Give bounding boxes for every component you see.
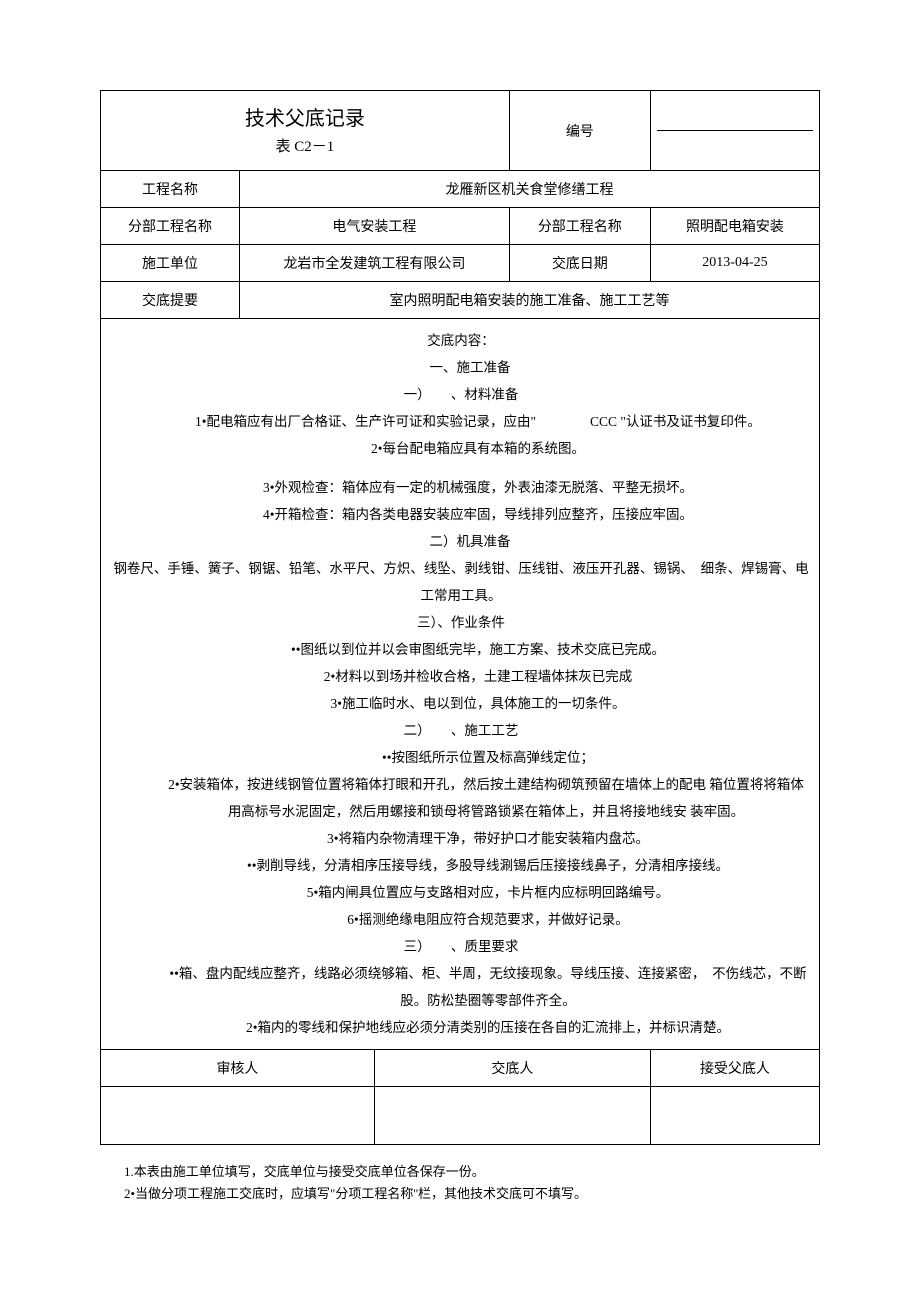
content-line: 5•箱内闸具位置应与支路相对应，卡片框内应标明回路编号。: [107, 879, 813, 906]
reviewer-label: 审核人: [101, 1050, 375, 1087]
footnotes: 1.本表由施工单位填写，交底单位与接受交底单位各保存一份。 2•当做分项工程施工…: [100, 1161, 820, 1205]
content-line: ••按图纸所示位置及标高弹线定位；: [107, 744, 813, 771]
content-line: 3•将箱内杂物清理干净，带好护口才能安装箱内盘芯。: [107, 825, 813, 852]
footnote-1: 1.本表由施工单位填写，交底单位与接受交底单位各保存一份。: [124, 1161, 820, 1183]
content-line: 三） 、质里要求: [107, 933, 813, 960]
date-label: 交底日期: [509, 245, 650, 282]
division-value: 电气安装工程: [240, 208, 510, 245]
receiver-blank: [650, 1087, 819, 1145]
content-line: ••箱、盘内配线应整齐，线路必须绕够箱、柜、半周，无纹接现象。导线压接、连接紧密…: [107, 960, 813, 1014]
document-table: 技术父底记录 编号 表 C2－1 工程名称 龙雁新区机关食堂修缮工程 分部工程名…: [100, 90, 820, 1145]
number-value-cell: [650, 91, 819, 171]
content-line: 3•外观检查：箱体应有一定的机械强度，外表油漆无脱落、平整无损坏。: [107, 474, 813, 501]
receiver-label: 接受父底人: [650, 1050, 819, 1087]
date-value: 2013-04-25: [650, 245, 819, 282]
presenter-blank: [374, 1087, 650, 1145]
content-line: 一、施工准备: [107, 354, 813, 381]
content-body: 交底内容： 一、施工准备 一） 、材料准备 1•配电箱应有出厂合格证、生产许可证…: [101, 319, 820, 1050]
content-line: 二） 、施工工艺: [107, 717, 813, 744]
presenter-label: 交底人: [374, 1050, 650, 1087]
content-line: 2•材料以到场并检收合格，土建工程墙体抹灰已完成: [107, 663, 813, 690]
content-line: 交底内容：: [107, 327, 813, 354]
subdivision-label: 分部工程名称: [509, 208, 650, 245]
signature-header-row: 审核人 交底人 接受父底人: [101, 1050, 820, 1087]
content-line: ••图纸以到位并以会审图纸完毕，施工方案、技术交底已完成。: [107, 636, 813, 663]
summary-row: 交底提要 室内照明配电箱安装的施工准备、施工工艺等: [101, 282, 820, 319]
summary-value: 室内照明配电箱安装的施工准备、施工工艺等: [240, 282, 820, 319]
table-code: 表 C2－1: [107, 135, 503, 162]
content-line: 钢卷尺、手锤、簧子、钢锯、铅笔、水平尺、方炽、线坠、剥线钳、压线钳、液压开孔器、…: [107, 555, 813, 609]
content-line: 6•摇测绝缘电阻应符合规范要求，并做好记录。: [107, 906, 813, 933]
footnote-2: 2•当做分项工程施工交底时，应填写"分项工程名称''栏，其他技术交底可不填写。: [124, 1183, 820, 1205]
content-line: 2•安装箱体，按进线钢管位置将箱体打眼和开孔，然后按土建结构砌筑预留在墙体上的配…: [107, 771, 813, 825]
content-line: ••剥削导线，分清相序压接导线，多股导线涮锡后压接接线鼻子，分清相序接线。: [107, 852, 813, 879]
contractor-row: 施工单位 龙岩市全发建筑工程有限公司 交底日期 2013-04-25: [101, 245, 820, 282]
content-line: 2•每台配电箱应具有本箱的系统图。: [107, 435, 813, 462]
project-name-label: 工程名称: [101, 171, 240, 208]
content-row: 交底内容： 一、施工准备 一） 、材料准备 1•配电箱应有出厂合格证、生产许可证…: [101, 319, 820, 1050]
contractor-label: 施工单位: [101, 245, 240, 282]
contractor-value: 龙岩市全发建筑工程有限公司: [240, 245, 510, 282]
content-line: 3•施工临时水、电以到位，具体施工的一切条件。: [107, 690, 813, 717]
signature-blank-row: [101, 1087, 820, 1145]
content-line: 二）机具准备: [107, 528, 813, 555]
project-name-row: 工程名称 龙雁新区机关食堂修缮工程: [101, 171, 820, 208]
subdivision-value: 照明配电箱安装: [650, 208, 819, 245]
content-line: 一） 、材料准备: [107, 381, 813, 408]
project-name-value: 龙雁新区机关食堂修缮工程: [240, 171, 820, 208]
content-line: 2•箱内的零线和保护地线应必须分清类别的压接在各自的汇流排上，并标识清楚。: [107, 1014, 813, 1041]
division-row: 分部工程名称 电气安装工程 分部工程名称 照明配电箱安装: [101, 208, 820, 245]
title-row: 技术父底记录 编号: [101, 91, 820, 136]
number-label: 编号: [509, 91, 650, 171]
content-line: 4•开箱检查：箱内各类电器安装应牢固，导线排列应整齐，压接应牢固。: [107, 501, 813, 528]
division-label: 分部工程名称: [101, 208, 240, 245]
content-line: 三）、作业条件: [107, 609, 813, 636]
content-line: 1•配电箱应有出厂合格证、生产许可证和实验记录，应由" CCC "认证书及证书复…: [107, 408, 813, 435]
doc-title: 技术父底记录: [107, 99, 503, 135]
reviewer-blank: [101, 1087, 375, 1145]
summary-label: 交底提要: [101, 282, 240, 319]
